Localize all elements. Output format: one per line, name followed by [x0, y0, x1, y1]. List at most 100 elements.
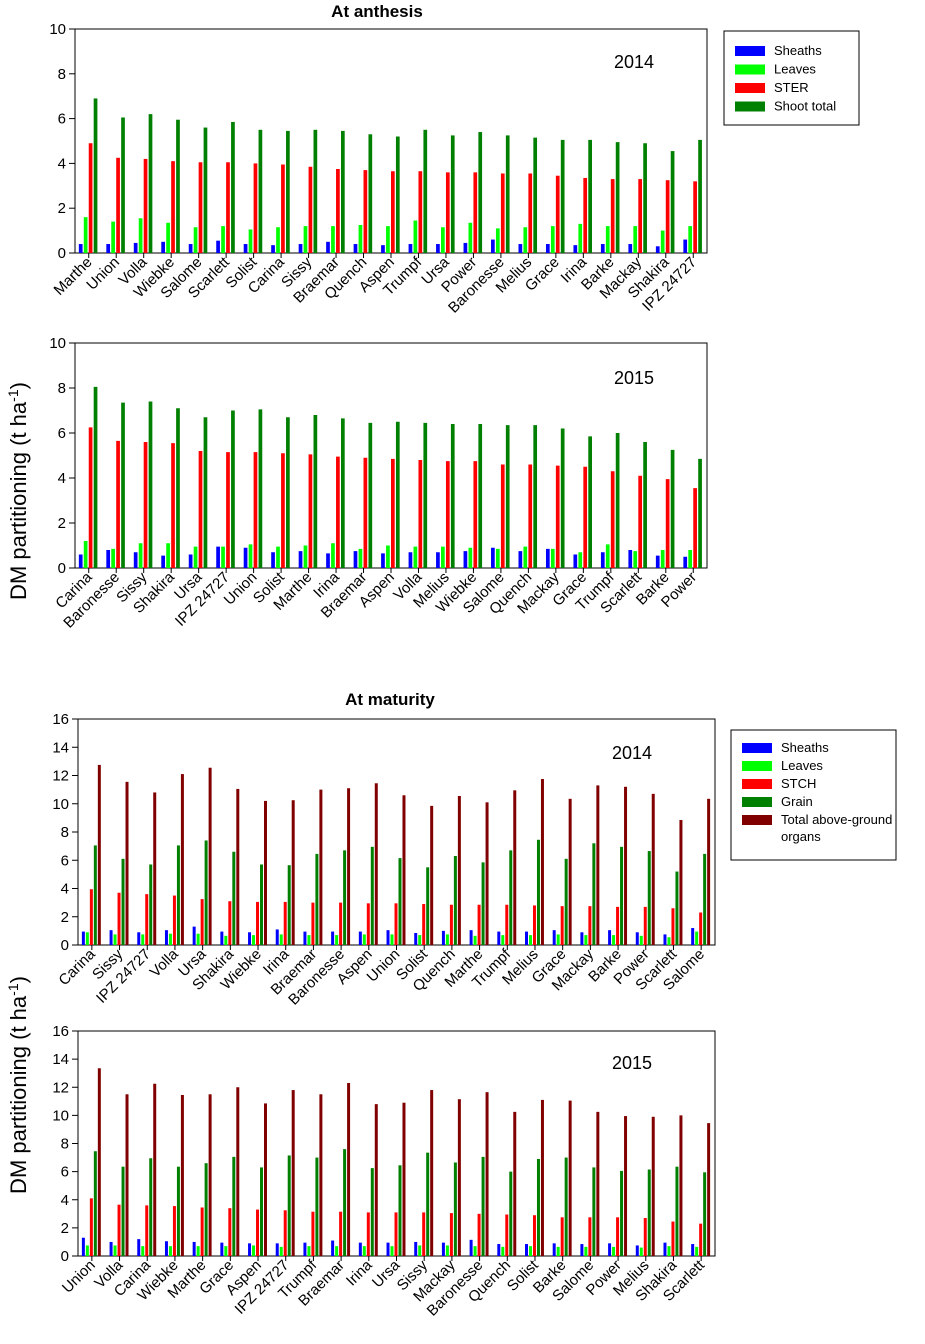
bar-grain-16: [536, 839, 540, 945]
bar-stch-9: [339, 1211, 343, 1256]
bar-leaves-16: [523, 227, 528, 253]
year-label: 2015: [612, 1053, 652, 1073]
bar-ster-9: [336, 169, 340, 253]
bar-stch-10: [366, 1212, 370, 1256]
bar-shoot-total-13: [450, 135, 455, 253]
bar-leaves-20: [633, 551, 638, 568]
bar-sheaths-3: [161, 241, 165, 253]
bar-leaves-9: [335, 1246, 339, 1256]
bar-stch-17: [560, 1217, 564, 1256]
bar-sheaths-3: [164, 1241, 168, 1256]
bar-total-above-ground-organs-4: [208, 1094, 212, 1256]
bar-leaves-13: [441, 546, 445, 568]
bar-total-above-ground-organs-1: [125, 781, 129, 945]
bar-leaves-9: [335, 935, 339, 945]
bar-leaves-12: [418, 1245, 422, 1256]
bar-sheaths-12: [414, 1241, 418, 1256]
bar-shoot-total-22: [698, 458, 702, 568]
bar-leaves-21: [667, 937, 671, 945]
y-tick-label: 8: [58, 380, 66, 397]
bar-ster-5: [226, 162, 230, 253]
bar-stch-0: [89, 1198, 93, 1256]
y-tick-label: 12: [52, 1079, 69, 1096]
bar-sheaths-18: [573, 554, 578, 568]
legend-label: Leaves: [774, 62, 816, 77]
bar-grain-9: [343, 1149, 347, 1256]
bar-shoot-total-4: [203, 127, 208, 253]
bar-sheaths-10: [353, 551, 358, 568]
x-category-label: Irina: [343, 1256, 376, 1289]
bar-sheaths-21: [663, 934, 667, 945]
bar-stch-2: [145, 1205, 149, 1256]
y-tick-label: 4: [58, 470, 66, 487]
bar-leaves-9: [331, 226, 335, 253]
bar-grain-5: [232, 851, 236, 945]
bar-stch-18: [588, 1217, 592, 1256]
bar-stch-1: [117, 1204, 121, 1256]
bar-stch-14: [477, 1213, 481, 1256]
bar-sheaths-0: [81, 1237, 85, 1256]
bar-leaves-21: [660, 550, 665, 568]
bar-stch-0: [89, 889, 93, 945]
bar-grain-4: [204, 840, 208, 945]
bar-ster-12: [418, 171, 423, 253]
y-tick-label: 0: [61, 1248, 69, 1265]
bar-sheaths-20: [628, 244, 633, 253]
bar-leaves-11: [386, 226, 390, 253]
bar-sheaths-14: [469, 1239, 473, 1256]
bar-sheaths-13: [441, 930, 445, 945]
bar-sheaths-11: [381, 245, 385, 253]
bar-grain-15: [509, 1171, 513, 1256]
bar-leaves-0: [85, 1245, 89, 1256]
bar-ster-22: [693, 488, 697, 568]
bar-sheaths-22: [691, 1244, 695, 1256]
bar-sheaths-8: [298, 244, 303, 253]
bar-leaves-17: [550, 226, 555, 253]
y-tick-label: 0: [58, 560, 66, 577]
bar-sheaths-20: [635, 1245, 639, 1256]
bar-grain-16: [536, 1158, 540, 1256]
bar-ster-7: [281, 453, 285, 568]
y-tick-label: 6: [61, 1164, 69, 1181]
bar-sheaths-20: [628, 550, 633, 568]
y-tick-label: 10: [52, 796, 69, 813]
bar-grain-1: [121, 1166, 125, 1256]
bar-total-above-ground-organs-14: [485, 1092, 489, 1256]
x-category-label: Volla: [147, 945, 182, 980]
legend-swatch: [742, 743, 772, 753]
bar-shoot-total-21: [670, 449, 675, 568]
legend-swatch: [735, 101, 765, 112]
bar-leaves-5: [221, 226, 225, 253]
bar-grain-11: [398, 858, 402, 945]
bar-total-above-ground-organs-2: [153, 1083, 157, 1256]
bar-leaves-13: [445, 934, 449, 945]
bar-shoot-total-0: [93, 386, 98, 568]
bar-grain-12: [426, 1152, 430, 1256]
bar-shoot-total-15: [505, 135, 510, 253]
bar-grain-0: [93, 1151, 97, 1256]
legend-label: Shoot total: [774, 99, 836, 114]
bar-leaves-17: [550, 548, 555, 568]
bar-leaves-19: [612, 935, 616, 945]
bar-ster-2: [143, 158, 148, 253]
bar-stch-20: [643, 1218, 647, 1256]
bar-leaves-22: [688, 550, 693, 568]
bar-sheaths-2: [137, 1239, 141, 1256]
bar-grain-14: [481, 862, 485, 945]
legend-label: Sheaths: [774, 43, 822, 58]
bar-sheaths-15: [491, 547, 495, 568]
bar-shoot-total-10: [368, 134, 373, 253]
bar-total-above-ground-organs-5: [236, 1087, 240, 1256]
y-tick-label: 14: [52, 739, 69, 756]
bar-leaves-15: [501, 935, 505, 945]
bar-total-above-ground-organs-9: [347, 788, 351, 945]
bar-leaves-22: [688, 226, 693, 253]
bar-sheaths-11: [386, 1242, 390, 1256]
bar-sheaths-3: [164, 930, 168, 945]
bar-shoot-total-4: [203, 417, 208, 568]
legend-maturity: Sheaths Leaves STCH Grain Total above-ground…: [730, 729, 897, 861]
bar-leaves-16: [528, 935, 532, 945]
bar-grain-12: [426, 867, 430, 945]
bar-sheaths-6: [248, 932, 252, 945]
bar-shoot-total-2: [148, 114, 153, 254]
